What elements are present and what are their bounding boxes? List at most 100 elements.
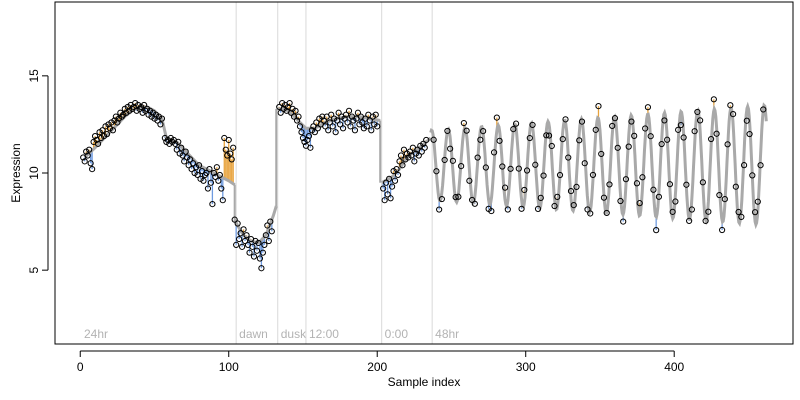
data-point (666, 181, 674, 188)
data-point (534, 205, 542, 212)
data-point (449, 157, 456, 164)
data-point (295, 113, 302, 120)
data-point (243, 232, 250, 239)
data-point (204, 185, 212, 192)
data-point (526, 134, 533, 142)
data-point (743, 117, 750, 124)
data-point (236, 235, 243, 243)
data-point (249, 243, 256, 250)
data-point (91, 132, 99, 140)
data-point (493, 114, 500, 121)
data-point (290, 113, 298, 120)
data-point (255, 239, 262, 247)
data-point (81, 158, 88, 165)
data-point (114, 119, 121, 126)
data-point (455, 193, 462, 200)
data-point (718, 226, 726, 234)
data-point (545, 132, 553, 139)
x-tick-label: 400 (664, 360, 684, 374)
data-point (499, 163, 506, 170)
data-point (622, 176, 630, 183)
data-point (391, 177, 399, 184)
data-point (699, 179, 706, 186)
data-point (182, 148, 189, 155)
data-point (735, 208, 742, 216)
data-point (477, 136, 484, 143)
data-point (595, 102, 602, 110)
data-point (421, 144, 428, 151)
data-point (567, 187, 575, 195)
data-point (230, 144, 237, 151)
data-point (366, 117, 373, 124)
data-point (702, 217, 709, 224)
data-point (386, 175, 393, 182)
data-point (264, 222, 271, 229)
data-point (237, 230, 244, 237)
data-point (423, 136, 430, 144)
data-point (603, 209, 610, 217)
data-point (515, 165, 522, 172)
data-point (286, 99, 293, 107)
data-point (543, 132, 550, 139)
data-point (304, 136, 311, 144)
data-point (194, 171, 201, 179)
data-point (305, 132, 313, 140)
data-point (592, 126, 599, 133)
data-point (617, 197, 624, 205)
data-point (397, 152, 405, 159)
section-label: 12:00 (309, 327, 339, 341)
data-point (636, 200, 643, 207)
data-point (444, 127, 451, 135)
data-point (600, 194, 608, 201)
data-point (94, 140, 102, 147)
data-point (710, 96, 717, 103)
data-point (86, 146, 93, 153)
data-point (521, 186, 528, 194)
data-point (320, 117, 327, 124)
data-point (267, 218, 274, 225)
data-point (253, 247, 261, 254)
data-point (488, 207, 495, 215)
data-point (396, 158, 403, 165)
data-point (551, 202, 558, 210)
data-point (238, 243, 246, 250)
data-point (200, 177, 207, 184)
data-point (341, 115, 348, 122)
data-point (399, 162, 406, 169)
data-point (504, 206, 511, 213)
data-point (447, 145, 454, 152)
data-point (482, 164, 489, 171)
fitted-line (277, 107, 381, 130)
data-point (345, 107, 353, 114)
data-point (532, 161, 539, 168)
data-point (311, 129, 318, 136)
corner-label: 24hr (84, 327, 108, 341)
data-point (565, 154, 572, 161)
data-point (655, 193, 663, 200)
data-point (420, 140, 427, 147)
data-point (691, 128, 698, 135)
section-label: 48hr (435, 327, 459, 341)
data-point (241, 237, 249, 245)
data-point (293, 117, 301, 124)
section-label: dawn (239, 327, 268, 341)
data-point (216, 171, 223, 179)
data-point (751, 209, 759, 216)
data-point (556, 171, 564, 179)
data-point (458, 163, 465, 170)
data-point (384, 191, 391, 198)
data-point (559, 135, 566, 143)
data-point (642, 125, 649, 132)
data-point (587, 210, 594, 217)
data-point (319, 113, 326, 120)
x-tick-label: 0 (77, 360, 84, 374)
data-point (628, 118, 635, 125)
data-point (589, 171, 597, 179)
x-tick-label: 200 (367, 360, 387, 374)
data-point (210, 169, 217, 177)
data-point (614, 144, 621, 151)
data-point (103, 131, 111, 138)
data-point (259, 249, 266, 256)
data-point (463, 127, 470, 134)
data-point (415, 152, 422, 159)
